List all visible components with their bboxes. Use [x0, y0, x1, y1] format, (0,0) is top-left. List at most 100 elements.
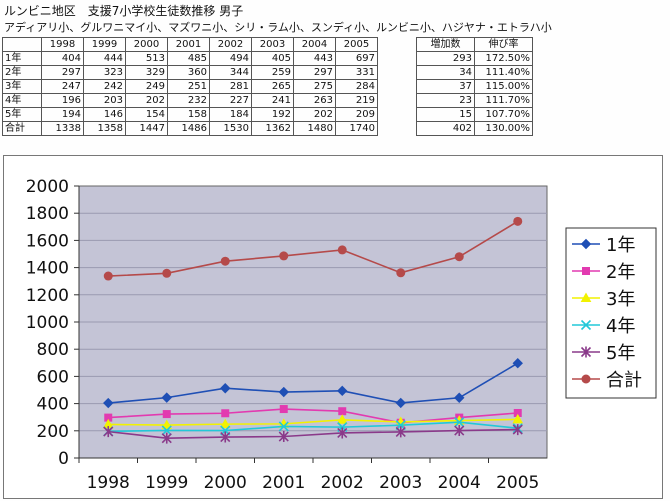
- data-point: [219, 418, 231, 429]
- legend-entry: 合計: [606, 370, 642, 391]
- data-point: [220, 383, 231, 394]
- table-cell: 242: [83, 79, 126, 94]
- table-cell: 146: [83, 107, 126, 122]
- data-point: [161, 419, 173, 430]
- table-cell: 284: [335, 79, 378, 94]
- data-point: [454, 392, 465, 403]
- row-label: 5年: [2, 107, 42, 122]
- table-cell: 202: [293, 107, 336, 122]
- data-point: [513, 408, 522, 417]
- table-cell: 297: [293, 65, 336, 80]
- data-point: [278, 431, 289, 443]
- line-chart: 0 200 400 600 800 1000 1200 1400 1600 1800 2000 199…: [26, 177, 657, 493]
- data-point: [336, 414, 348, 424]
- data-point: [220, 256, 230, 266]
- y-tick-label: 2000: [26, 177, 69, 197]
- data-point: [279, 251, 289, 261]
- data-point: [454, 252, 464, 262]
- data-point: [220, 431, 231, 443]
- row-label: 1年: [2, 51, 42, 66]
- data-point: [454, 417, 465, 428]
- table-corner-cell: [2, 37, 42, 52]
- increase-cell: 15: [416, 107, 475, 122]
- year-header: 1998: [41, 37, 84, 52]
- rate-cell: 111.40%: [474, 65, 533, 80]
- x-tick-label: 2005: [496, 473, 539, 493]
- table-cell: 247: [41, 79, 84, 94]
- legend-swatch-marker: [580, 319, 592, 331]
- table-cell: 494: [209, 51, 252, 66]
- table-cell: 485: [167, 51, 210, 66]
- legend-swatch-marker: [580, 292, 592, 302]
- table-cell: 196: [41, 93, 84, 108]
- chart-area: 0 200 400 600 800 1000 1200 1400 1600 1800 2000 199…: [3, 155, 663, 499]
- data-point: [278, 421, 289, 432]
- table-spacer: [378, 80, 417, 94]
- table-spacer: [378, 66, 417, 80]
- row-label: 合計: [2, 121, 42, 136]
- increase-cell: 293: [416, 51, 475, 66]
- data-point: [338, 407, 347, 416]
- table-row: 合計 1338 1358 1447 1486 1530 1362 1480 17…: [2, 121, 533, 136]
- table-cell: 194: [41, 107, 84, 122]
- table-cell: 360: [167, 65, 210, 80]
- x-tick-label: 2002: [321, 473, 364, 493]
- y-tick-label: 600: [37, 367, 69, 387]
- y-tick-label: 1200: [26, 286, 69, 306]
- table-cell: 202: [125, 93, 168, 108]
- row-label: 2年: [2, 65, 42, 80]
- table-cell: 404: [41, 51, 84, 66]
- data-point: [278, 386, 289, 398]
- table-cell: 158: [167, 107, 210, 122]
- table-cell: 232: [167, 93, 210, 108]
- y-tick-label: 1000: [26, 313, 69, 333]
- data-point: [512, 358, 523, 369]
- table-cell: 203: [83, 93, 126, 108]
- x-tick-label: 2003: [379, 473, 422, 493]
- data-point: [512, 424, 523, 436]
- increase-cell: 402: [416, 121, 475, 136]
- rate-header: 伸び率: [474, 37, 533, 52]
- year-header: 2002: [209, 37, 252, 52]
- legend-entry: 3年: [606, 289, 635, 310]
- table-cell: 329: [125, 65, 168, 80]
- table-cell: 443: [293, 51, 336, 66]
- table-cell: 344: [209, 65, 252, 80]
- table-spacer: [378, 52, 417, 66]
- y-tick-label: 0: [58, 449, 69, 469]
- sheet-title: ルンビニ地区 支援7小学校生徒数推移 男子: [4, 4, 244, 18]
- table-row: 5年 194 146 154 158 184 192 202 209 15 10…: [2, 107, 533, 122]
- x-tick-label: 2004: [438, 473, 481, 493]
- table-cell: 259: [251, 65, 294, 80]
- table-spacer: [378, 122, 417, 136]
- table-cell: 209: [335, 107, 378, 122]
- table-row: 3年 247 242 249 251 281 265 275 284 37 11…: [2, 79, 533, 94]
- table-spacer: [378, 94, 417, 108]
- increase-header: 増加数: [416, 37, 475, 52]
- table-cell: 249: [125, 79, 168, 94]
- x-tick-label: 2001: [262, 473, 305, 493]
- data-point: [161, 432, 172, 444]
- table-row: 4年 196 203 202 232 227 241 263 219 23 11…: [2, 93, 533, 108]
- table-row: 2年 297 323 329 360 344 259 297 331 34 11…: [2, 65, 533, 80]
- x-tick-label: 1999: [145, 473, 188, 493]
- data-point: [337, 427, 348, 439]
- table-cell: 241: [251, 93, 294, 108]
- table-cell: 513: [125, 51, 168, 66]
- data-point: [395, 426, 406, 438]
- data-point: [161, 392, 172, 403]
- legend-entry: 1年: [606, 235, 635, 256]
- table-cell: 265: [251, 79, 294, 94]
- year-header: 1999: [83, 37, 126, 52]
- legend-entry: 4年: [606, 316, 635, 337]
- table-cell: 275: [293, 79, 336, 94]
- year-header: 2004: [293, 37, 336, 52]
- series-line: [108, 428, 518, 439]
- table-cell: 192: [251, 107, 294, 122]
- year-header: 2003: [251, 37, 294, 52]
- row-label: 3年: [2, 79, 42, 94]
- data-point: [162, 268, 172, 278]
- table-cell: 281: [209, 79, 252, 94]
- y-tick-label: 1400: [26, 259, 69, 279]
- data-point: [103, 397, 114, 409]
